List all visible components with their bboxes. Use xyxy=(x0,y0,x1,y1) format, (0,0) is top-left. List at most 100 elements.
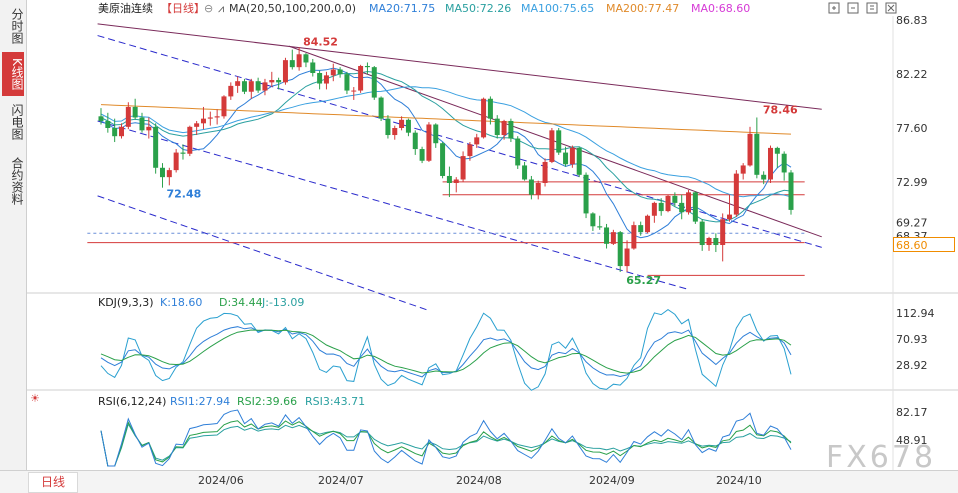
indicator-settings-icon[interactable]: ☀ xyxy=(30,392,40,405)
kline-chart: 美原油连续 【日线】 ⊖ ⩘ MA(20,50,100,200,0,0) MA2… xyxy=(26,1,958,470)
date-label: 2024/06 xyxy=(198,474,244,487)
price-tick-label: 72.99 xyxy=(896,176,928,189)
date-label: 2024/08 xyxy=(456,474,502,487)
candle-body xyxy=(125,106,131,127)
price-panel: 86.8382.2277.6072.9968.3769.2784.5272.48… xyxy=(87,14,928,312)
candle-body xyxy=(665,195,671,212)
candle-body xyxy=(528,179,534,195)
candle-body xyxy=(378,97,384,119)
annotation-high: 84.52 xyxy=(303,35,338,48)
candle-body xyxy=(194,123,200,127)
candle-body xyxy=(692,192,698,222)
tab-daily-period[interactable]: 日线 xyxy=(28,472,78,493)
candle-body xyxy=(180,152,186,154)
ma200-line xyxy=(100,104,792,135)
kdj-tick-label: 70.93 xyxy=(896,333,928,346)
candle-body xyxy=(481,98,487,138)
rsi-label: RSI(6,12,24) xyxy=(98,395,166,408)
candle-body xyxy=(364,65,370,68)
candle-body xyxy=(412,132,418,150)
tab-kline-chart[interactable]: K线图 xyxy=(2,52,24,96)
candle-body xyxy=(221,96,227,117)
period-tag: 【日线】 xyxy=(161,1,205,15)
candle-body xyxy=(371,67,377,98)
annotation-low-sep: 65.27 xyxy=(626,274,661,287)
candle-body xyxy=(405,119,411,133)
candle-body xyxy=(494,118,500,136)
kdj-k-line xyxy=(100,326,792,378)
kdj-d-value: D:34.44 xyxy=(219,296,263,309)
rsi-tick-label: 82.17 xyxy=(896,406,928,419)
trendline-upper xyxy=(288,45,822,238)
candle-body xyxy=(296,54,302,68)
current-price-tag: 68.60 xyxy=(893,237,955,252)
candle-body xyxy=(446,175,452,183)
candle-body xyxy=(788,172,794,210)
candle-body xyxy=(733,173,739,215)
candle-body xyxy=(255,81,261,91)
candle-body xyxy=(740,165,746,174)
candle-body xyxy=(569,147,575,165)
channel-lower xyxy=(97,195,430,312)
candle-body xyxy=(631,225,637,249)
candle-body xyxy=(269,80,275,83)
candle-body xyxy=(351,90,357,92)
candle-body xyxy=(248,81,254,92)
candle-body xyxy=(139,117,145,131)
ma20-line xyxy=(100,67,792,239)
candle-body xyxy=(392,128,398,136)
kdj-j-value: J:-13.09 xyxy=(261,296,304,309)
candle-body xyxy=(460,156,466,180)
candle-body xyxy=(399,119,405,128)
date-label: 2024/09 xyxy=(589,474,635,487)
candle-body xyxy=(645,215,651,233)
rsi3-value: RSI3:43.71 xyxy=(305,395,365,408)
candle-body xyxy=(146,126,152,131)
candle-body xyxy=(344,74,350,91)
left-tab-sidebar: 分时图 K线图 闪电图 合约资料 xyxy=(0,0,27,470)
rsi3-line xyxy=(100,422,792,467)
ma-label: MA(20,50,100,200,0,0) xyxy=(229,2,356,15)
rsi2-value: RSI2:39.66 xyxy=(237,395,297,408)
candle-body xyxy=(241,81,247,92)
price-tick-label: 69.27 xyxy=(896,216,928,229)
candle-body xyxy=(323,75,329,84)
candle-body xyxy=(597,226,603,228)
candle-body xyxy=(282,60,288,83)
candle-body xyxy=(440,143,446,176)
candle-body xyxy=(289,60,295,68)
candle-body xyxy=(624,248,630,267)
zoom-out-icon[interactable] xyxy=(847,2,859,14)
channel-middle xyxy=(97,120,689,290)
kdj-k-value: K:18.60 xyxy=(160,296,202,309)
ma-settings-icon[interactable]: ⩘ xyxy=(218,2,224,15)
settings-icon[interactable] xyxy=(866,2,878,14)
candle-body xyxy=(699,221,705,246)
time-axis-bar: 日线 2024/06 2024/07 2024/08 2024/09 2024/… xyxy=(0,470,958,493)
ma20-value: MA20:71.75 xyxy=(369,2,435,15)
ma100-line xyxy=(100,86,792,198)
candle-body xyxy=(535,182,541,195)
candle-body xyxy=(419,149,425,161)
tab-flash-chart[interactable]: 闪电图 xyxy=(10,104,24,140)
candle-body xyxy=(658,202,664,212)
candle-body xyxy=(187,126,193,154)
target-icon[interactable]: ⊖ xyxy=(204,2,213,15)
tab-contract-info[interactable]: 合约资料 xyxy=(10,157,24,205)
ma50-value: MA50:72.26 xyxy=(445,2,511,15)
close-icon[interactable] xyxy=(885,2,897,14)
zoom-in-icon[interactable] xyxy=(828,2,840,14)
candle-body xyxy=(330,69,336,76)
ma100-value: MA100:75.65 xyxy=(521,2,594,15)
candle-body xyxy=(228,85,234,97)
candle-body xyxy=(159,167,165,178)
candle-body xyxy=(105,120,111,128)
price-tick-label: 82.22 xyxy=(896,68,928,81)
tab-time-chart[interactable]: 分时图 xyxy=(10,8,24,44)
candle-body xyxy=(501,120,507,136)
candle-body xyxy=(754,133,760,175)
candle-body xyxy=(727,214,733,220)
candle-body xyxy=(706,237,712,246)
candle-body xyxy=(385,118,391,136)
kdj-d-line xyxy=(100,329,792,374)
